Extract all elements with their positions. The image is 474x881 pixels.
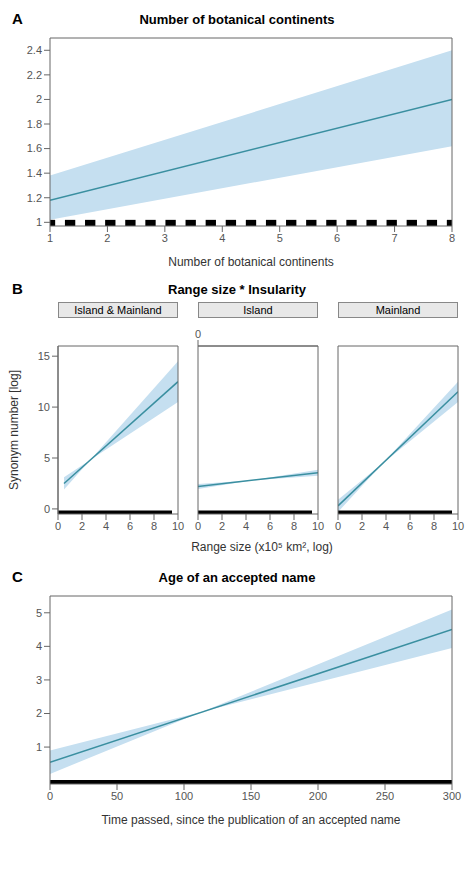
svg-text:8: 8: [291, 520, 297, 532]
svg-text:1.2: 1.2: [27, 192, 42, 204]
svg-text:150: 150: [242, 790, 260, 802]
svg-text:300: 300: [443, 790, 461, 802]
html-text:C: C: [12, 568, 23, 585]
svg-text:0: 0: [47, 790, 53, 802]
svg-text:1.8: 1.8: [27, 118, 42, 130]
svg-text:5: 5: [277, 232, 283, 244]
svg-text:6: 6: [267, 520, 273, 532]
svg-text:2.4: 2.4: [27, 44, 42, 56]
svg-text:200: 200: [309, 790, 327, 802]
svg-text:2.2: 2.2: [27, 69, 42, 81]
svg-text:Synonym number [log]: Synonym number [log]: [8, 370, 21, 490]
svg-text:8: 8: [449, 232, 455, 244]
svg-text:1.4: 1.4: [27, 167, 42, 179]
html-text:Range size (x10⁵ km², log): Range size (x10⁵ km², log): [191, 540, 333, 554]
svg-text:0: 0: [44, 503, 50, 515]
svg-text:0: 0: [335, 520, 341, 532]
svg-text:1: 1: [36, 741, 42, 753]
svg-text:5: 5: [44, 452, 50, 464]
svg-text:2: 2: [219, 520, 225, 532]
svg-text:1.6: 1.6: [27, 142, 42, 154]
html-text:B: B: [12, 280, 23, 297]
svg-text:10: 10: [452, 520, 464, 532]
svg-text:10: 10: [312, 520, 324, 532]
svg-text:5: 5: [36, 607, 42, 619]
svg-text:4: 4: [243, 520, 249, 532]
svg-text:4: 4: [36, 640, 42, 652]
svg-text:6: 6: [407, 520, 413, 532]
svg-text:100: 100: [175, 790, 193, 802]
svg-text:6: 6: [334, 232, 340, 244]
svg-text:1: 1: [36, 216, 42, 228]
svg-text:Time passed, since the publica: Time passed, since the publication of an…: [101, 813, 400, 827]
svg-text:2: 2: [36, 707, 42, 719]
svg-text:3: 3: [36, 674, 42, 686]
svg-text:10: 10: [38, 401, 50, 413]
svg-text:50: 50: [111, 790, 123, 802]
svg-text:10: 10: [172, 520, 184, 532]
svg-text:250: 250: [376, 790, 394, 802]
svg-text:2: 2: [79, 520, 85, 532]
html-text:Mainland: Mainland: [375, 304, 421, 316]
html-text:Range size * Insularity: Range size * Insularity: [168, 282, 306, 297]
svg-text:2: 2: [36, 93, 42, 105]
svg-text:2: 2: [359, 520, 365, 532]
svg-text:2: 2: [104, 232, 110, 244]
svg-text:15: 15: [38, 350, 50, 362]
svg-text:0: 0: [195, 328, 201, 340]
svg-text:8: 8: [431, 520, 437, 532]
svg-text:1: 1: [47, 232, 53, 244]
html-text:Island: Island: [243, 304, 273, 316]
svg-text:0: 0: [195, 520, 201, 532]
svg-text:7: 7: [392, 232, 398, 244]
svg-text:Number of botanical continents: Number of botanical continents: [168, 255, 333, 269]
svg-text:4: 4: [219, 232, 225, 244]
svg-text:6: 6: [127, 520, 133, 532]
html-text:Age of an accepted name: Age of an accepted name: [158, 570, 316, 585]
svg-text:0: 0: [55, 520, 61, 532]
html-text:Island & Mainland: Island & Mainland: [74, 304, 162, 316]
svg-text:3: 3: [162, 232, 168, 244]
svg-text:4: 4: [103, 520, 109, 532]
html-text:A: A: [12, 10, 23, 27]
svg-text:4: 4: [383, 520, 389, 532]
html-text:Number of botanical continents: Number of botanical continents: [139, 12, 335, 27]
svg-text:8: 8: [151, 520, 157, 532]
